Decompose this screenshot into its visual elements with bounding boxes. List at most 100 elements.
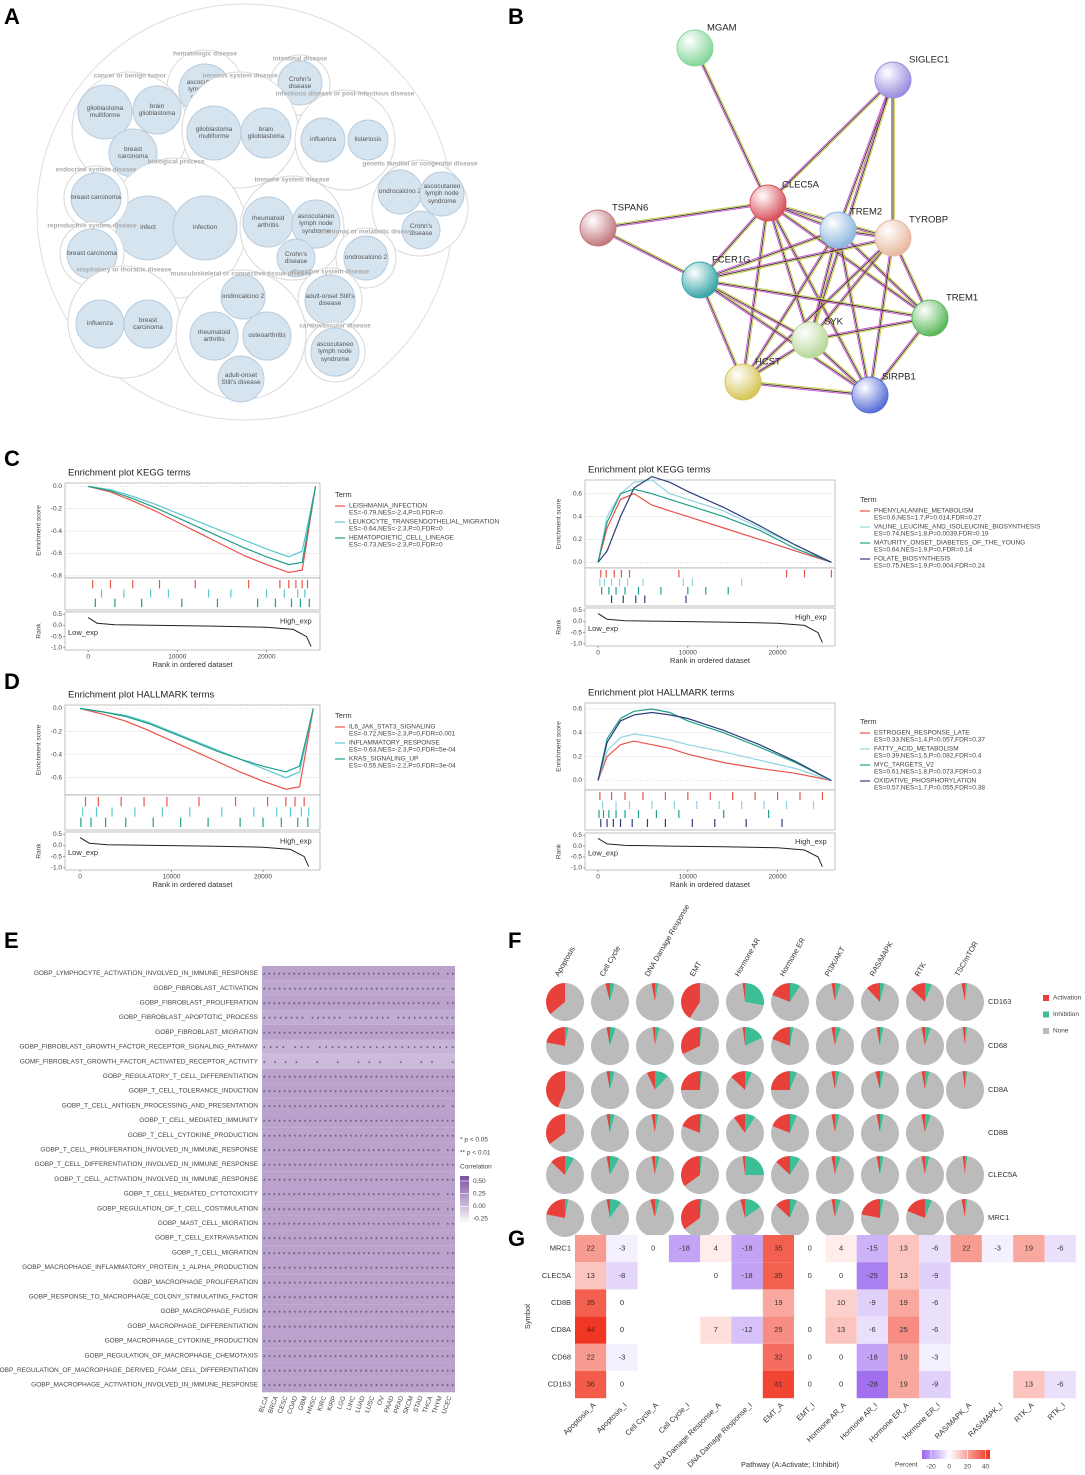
pie-slice <box>546 983 565 1015</box>
heat-row <box>262 1304 455 1319</box>
item-circle <box>172 195 238 261</box>
pie-slice <box>921 1114 925 1133</box>
rank-tick-label: -1.0 <box>51 644 63 651</box>
pie-slice <box>816 1199 854 1238</box>
pie-slice <box>636 1114 675 1152</box>
group-label: hematologic disease <box>173 51 237 58</box>
rank-tick-label: -1.0 <box>571 640 583 647</box>
pie-slice <box>742 1027 745 1046</box>
pie-slice <box>946 1156 984 1194</box>
item-label: adult-onset Still's disease <box>305 292 355 307</box>
item-label: glioblastoma multiforme <box>86 104 124 119</box>
cell-value: 35 <box>774 1271 782 1280</box>
cell-value: 0 <box>839 1271 843 1280</box>
network-edge <box>741 202 768 382</box>
item-label: adult-onset Still's disease <box>221 371 261 386</box>
pie-slice <box>684 1156 719 1194</box>
column-label: Cell Cycle <box>598 944 623 978</box>
cell-value: 0 <box>620 1380 624 1389</box>
network-edge <box>598 226 701 280</box>
pie-slice <box>962 1027 965 1046</box>
y-axis-label: Enrichment score <box>556 498 563 549</box>
network-edge <box>700 230 839 282</box>
heat-cell <box>888 1371 920 1399</box>
item-label: breast carcinoma <box>133 316 163 331</box>
pie-slice <box>591 1199 630 1237</box>
network-edge <box>810 318 931 342</box>
pie-slice <box>965 1199 968 1218</box>
heat-cell <box>919 1235 951 1263</box>
row-label: GOBP_REGULATION_OF_T_CELL_COSTIMULATION <box>97 1205 258 1212</box>
row-label: GOBP_T_CELL_DIFFERENTIATION_INVOLVED_IN_… <box>35 1161 259 1168</box>
pie-slice <box>745 1199 761 1218</box>
row-label: GOBP_REGULATORY_T_CELL_DIFFERENTIATION <box>103 1073 259 1080</box>
cell-value: -9 <box>932 1380 939 1389</box>
cell-value: -6 <box>932 1244 939 1253</box>
row-label: GOBP_MACROPHAGE_ACTIVATION_INVOLVED_IN_I… <box>31 1382 258 1389</box>
legend-term: FOLATE_BIOSYNTHESIS <box>874 556 951 563</box>
legend-title: Term <box>860 495 877 504</box>
pie-slice <box>770 1027 809 1065</box>
rank-metric <box>87 617 312 647</box>
row-label: CD8B <box>988 1128 1008 1137</box>
group-label: immune system disease <box>255 177 330 184</box>
network-edge <box>766 78 893 203</box>
pie-slice <box>925 1199 932 1218</box>
column-label: OV <box>376 1395 386 1407</box>
pie-slice <box>745 1156 764 1175</box>
node-label: SIGLEC1 <box>909 55 949 66</box>
item-circle <box>419 171 465 217</box>
pie-slice <box>772 1027 790 1046</box>
legend-stats: ES=0.61,NES=1.8,P=0.073,FDR=0.3 <box>874 769 982 776</box>
pie-slice <box>860 1156 899 1194</box>
pie-slice <box>961 1199 965 1218</box>
es-curve <box>79 707 314 790</box>
cell-value: -25 <box>867 1271 878 1280</box>
y-axis-label: Enrichment score <box>36 724 43 775</box>
item-label-box: breast carcinoma <box>71 194 121 201</box>
network-edge <box>768 202 812 340</box>
row-label: GOMF_FIBROBLAST_GROWTH_FACTOR_ACTIVATED_… <box>20 1058 259 1065</box>
item-circle <box>240 107 292 159</box>
item-label: brain glioblastoma <box>247 125 285 140</box>
pie-slice <box>546 1199 565 1218</box>
heat-row <box>262 1054 455 1069</box>
pie-slice <box>815 983 854 1022</box>
rank-tick-label: -0.5 <box>51 853 63 860</box>
heat-row <box>262 1098 455 1113</box>
panel-label: A <box>4 4 20 29</box>
row-label: GOBP_T_CELL_EXTRAVASATION <box>155 1235 258 1242</box>
pie-slice <box>646 1071 655 1090</box>
panel-label: E <box>4 928 19 953</box>
item-label-box: glioblastoma multiforme <box>196 126 233 140</box>
significance-stars: ******** ****** ******** *********** <box>263 1016 454 1023</box>
rank-metric <box>597 837 823 867</box>
column-label: Apoptosis_A <box>561 1401 597 1437</box>
rank-tick-label: 0.5 <box>573 832 582 839</box>
pie-slice <box>726 1116 765 1152</box>
item-label-box: influenza <box>87 320 113 327</box>
cell-value: 13 <box>586 1271 594 1280</box>
heat-cell <box>575 1371 607 1399</box>
legend-term: PHENYLALANINE_METABOLISM <box>874 508 974 515</box>
pie-slice <box>835 1027 841 1046</box>
pie-slice <box>689 983 720 1022</box>
high-label: High_exp <box>795 837 827 846</box>
cell-value: 35 <box>774 1244 782 1253</box>
pie-slice <box>610 1071 615 1090</box>
colorbar <box>460 1176 469 1224</box>
item-label: Crohn's disease <box>284 250 308 265</box>
heat-cell <box>575 1289 607 1317</box>
heat-cell <box>575 1262 607 1290</box>
heat-cell <box>762 1316 795 1344</box>
node-label: SYK <box>824 317 844 328</box>
heat-cell <box>825 1262 857 1290</box>
pie-slice <box>740 1199 745 1218</box>
rank-label: Rank <box>36 843 43 859</box>
significance-stars: ************************************ ** <box>263 1207 454 1214</box>
x-tick-label: 20000 <box>769 650 787 657</box>
pie-slice <box>550 983 584 1022</box>
heat-cell <box>888 1289 920 1317</box>
cell-value: 0 <box>808 1380 812 1389</box>
panel-label: D <box>4 669 20 694</box>
